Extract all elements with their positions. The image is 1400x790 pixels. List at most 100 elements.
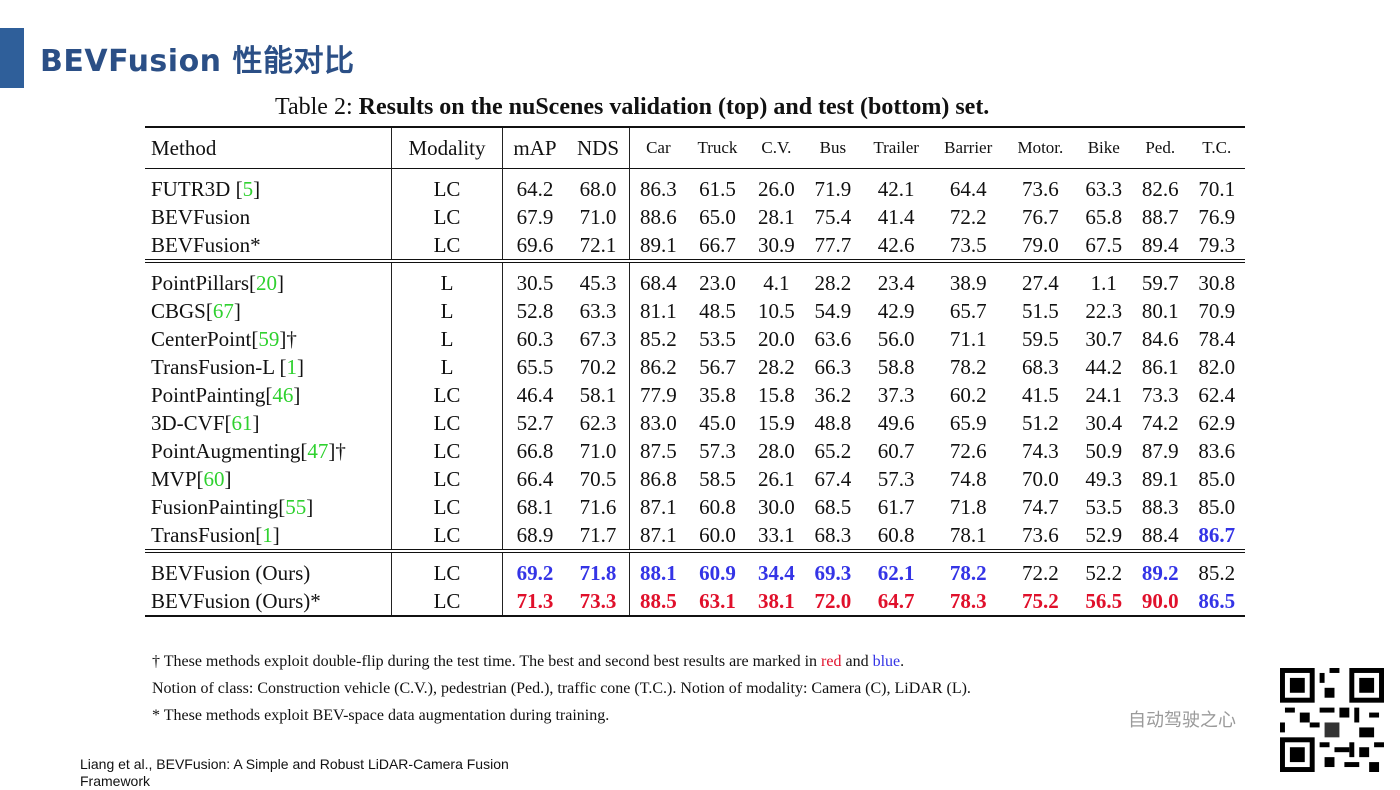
value-cell: 73.3 <box>567 587 630 617</box>
method-suffix: ] <box>253 176 261 201</box>
value-cell: 10.5 <box>758 298 795 323</box>
value-cell: 67.5 <box>1085 232 1123 257</box>
value-cell: 27.4 <box>1005 259 1076 297</box>
citation-ref: 60 <box>203 466 225 491</box>
value-cell: 36.2 <box>814 382 852 407</box>
table-row: BEVFusion (Ours) LC 69.2 71.8 88.1 60.9 34.4 69… <box>145 549 1245 587</box>
header-class-3: Bus <box>804 126 862 169</box>
value-cell: 88.6 <box>628 203 687 231</box>
value-cell: 82.0 <box>1198 354 1236 379</box>
value-cell: 90.0 <box>1132 587 1189 617</box>
method-suffix: ] <box>297 354 305 379</box>
value-cell: 33.1 <box>758 522 795 547</box>
table-row: FUTR3D [5] LC 64.2 68.0 86.3 61.5 26.0 71.9 42.1… <box>145 168 1245 203</box>
value-cell: 34.4 <box>748 549 805 587</box>
value-cell: 69.3 <box>804 549 862 587</box>
value-cell: 60.3 <box>502 325 567 353</box>
value-cell: 86.3 <box>628 168 687 203</box>
value-cell: 65.7 <box>949 298 987 323</box>
value-cell: 74.7 <box>1021 494 1059 519</box>
value-cell: 64.4 <box>931 168 1006 203</box>
value-cell: 61.5 <box>686 168 749 203</box>
value-cell: 88.4 <box>1141 522 1179 547</box>
header-class-5: Barrier <box>931 126 1006 169</box>
value-cell: 48.8 <box>814 410 852 435</box>
modality-cell: L <box>391 297 503 325</box>
value-cell: 68.3 <box>814 522 852 547</box>
table-row: TransFusion[1] LC 68.9 71.7 87.1 60.0 33.1 68.3… <box>145 521 1245 551</box>
value-cell: 62.9 <box>1198 410 1236 435</box>
modality-cell: LC <box>391 549 503 587</box>
value-cell: 87.9 <box>1141 438 1179 463</box>
method-name: PointPillars[ <box>151 270 257 295</box>
value-cell: 72.2 <box>1005 549 1076 587</box>
value-cell: 1.1 <box>1075 259 1132 297</box>
value-cell: 15.9 <box>758 410 795 435</box>
table-row: CenterPoint[59]† L 60.3 67.3 85.2 53.5 20.0 63.… <box>145 325 1245 353</box>
value-cell: 41.5 <box>1021 382 1059 407</box>
citation-ref: 1 <box>286 354 298 379</box>
value-cell: 74.8 <box>949 466 987 491</box>
value-cell: 53.5 <box>1085 494 1123 519</box>
modality-cell: LC <box>391 465 503 493</box>
value-cell: 38.1 <box>748 587 805 617</box>
value-cell: 4.1 <box>748 259 805 297</box>
value-cell: 45.3 <box>567 259 630 297</box>
header-class-4: Trailer <box>861 126 932 169</box>
header-row: Method Modality mAP NDS Car Truck C.V. Bus T… <box>145 126 1245 169</box>
value-cell: 66.3 <box>814 354 852 379</box>
value-cell: 78.3 <box>931 587 1006 617</box>
method-name: FUTR3D [ <box>151 176 243 201</box>
caption-prefix: Table 2: <box>275 94 359 120</box>
qr-code-icon <box>1280 668 1384 772</box>
table-row: BEVFusion* LC 69.6 72.1 89.1 66.7 30.9 77.7 42.6… <box>145 231 1245 261</box>
table-row: PointAugmenting[47]† LC 66.8 71.0 87.5 57.3 28… <box>145 437 1245 465</box>
modality-cell: L <box>391 259 503 297</box>
value-cell: 35.8 <box>699 382 736 407</box>
value-cell: 88.3 <box>1141 494 1179 519</box>
value-cell: 75.2 <box>1005 587 1076 617</box>
value-cell: 52.8 <box>502 297 567 325</box>
method-name: BEVFusion (Ours) <box>151 560 311 585</box>
table-row: TransFusion-L [1] L 65.5 70.2 86.2 56.7 28.2 66… <box>145 353 1245 381</box>
value-cell: 20.0 <box>758 326 795 351</box>
value-cell: 89.1 <box>628 231 687 261</box>
value-cell: 78.2 <box>931 549 1006 587</box>
method-cell: PointAugmenting[47]† <box>145 437 392 465</box>
citation-ref: 59 <box>258 326 280 351</box>
value-cell: 60.8 <box>699 494 736 519</box>
table-row: BEVFusion LC 67.9 71.0 88.6 65.0 28.1 75.4 41.4 7… <box>145 203 1245 231</box>
value-cell: 28.2 <box>758 354 795 379</box>
value-cell: 69.6 <box>502 231 567 261</box>
value-cell: 87.1 <box>628 521 687 551</box>
modality-cell: L <box>391 353 503 381</box>
value-cell: 71.0 <box>579 204 617 229</box>
value-cell: 22.3 <box>1085 298 1123 323</box>
method-suffix: ]† <box>328 438 346 463</box>
value-cell: 50.9 <box>1085 438 1123 463</box>
citation-ref: 1 <box>262 522 273 547</box>
value-cell: 76.7 <box>1021 204 1059 229</box>
value-cell: 28.1 <box>758 204 795 229</box>
table-row: BEVFusion (Ours)* LC 71.3 73.3 88.5 63.1 38.1 7… <box>145 587 1245 617</box>
value-cell: 52.7 <box>502 409 567 437</box>
value-cell: 51.5 <box>1021 298 1059 323</box>
value-cell: 60.2 <box>949 382 987 407</box>
value-cell: 77.7 <box>814 232 852 257</box>
modality-cell: L <box>391 325 503 353</box>
value-cell: 86.2 <box>628 353 687 381</box>
slide-title: BEVFusion 性能对比 <box>40 44 355 79</box>
value-cell: 67.9 <box>502 203 567 231</box>
modality-cell: LC <box>391 521 503 551</box>
value-cell: 30.0 <box>758 494 795 519</box>
value-cell: 28.0 <box>758 438 795 463</box>
value-cell: 86.7 <box>1198 522 1236 547</box>
method-cell: CBGS[67] <box>145 297 392 325</box>
value-cell: 77.9 <box>628 381 687 409</box>
citation-ref: 55 <box>285 494 307 519</box>
value-cell: 60.7 <box>877 438 915 463</box>
value-cell: 85.0 <box>1198 494 1236 519</box>
value-cell: 73.3 <box>1141 382 1179 407</box>
value-cell: 70.0 <box>1021 466 1059 491</box>
value-cell: 78.2 <box>949 354 987 379</box>
